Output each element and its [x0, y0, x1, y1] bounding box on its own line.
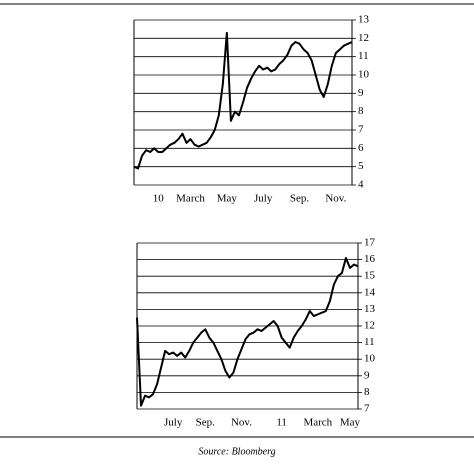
x-tick-label: May — [217, 193, 238, 205]
source-note: Source: Bloomberg — [198, 446, 275, 457]
y-tick-label: 16 — [364, 253, 376, 265]
x-tick-label: March — [176, 193, 205, 205]
y-tick-label: 9 — [358, 87, 364, 99]
x-tick-label: Sep. — [290, 193, 310, 205]
y-tick-label: 11 — [358, 50, 369, 62]
y-tick-label: 13 — [358, 14, 370, 26]
x-tick-label: Nov. — [325, 193, 346, 205]
y-tick-label: 8 — [364, 386, 370, 398]
y-tick-label: 12 — [358, 32, 369, 44]
y-tick-label: 6 — [358, 142, 364, 154]
x-tick-label: July — [254, 193, 273, 205]
y-tick-label: 8 — [358, 105, 364, 117]
y-tick-label: 7 — [358, 124, 364, 136]
y-tick-label: 4 — [358, 179, 364, 191]
x-tick-label: July — [164, 417, 183, 429]
x-tick-label: 11 — [276, 417, 287, 429]
y-tick-label: 17 — [364, 237, 376, 249]
y-tick-label: 11 — [364, 336, 375, 348]
y-tick-label: 7 — [364, 403, 370, 415]
y-tick-label: 14 — [364, 286, 376, 298]
y-tick-label: 13 — [364, 303, 376, 315]
y-tick-label: 10 — [364, 353, 376, 365]
y-tick-label: 12 — [364, 320, 375, 332]
price-line — [133, 31, 353, 170]
y-tick-label: 15 — [364, 270, 376, 282]
y-tick-label: 9 — [364, 369, 370, 381]
x-tick-label: May — [340, 417, 361, 429]
x-tick-label: Nov. — [231, 417, 252, 429]
y-tick-label: 5 — [358, 160, 364, 172]
y-tick-label: 10 — [358, 69, 370, 81]
x-tick-label: March — [303, 417, 332, 429]
x-tick-label: Sep. — [196, 417, 216, 429]
price-line — [136, 256, 359, 407]
x-tick-label: 10 — [153, 193, 165, 205]
